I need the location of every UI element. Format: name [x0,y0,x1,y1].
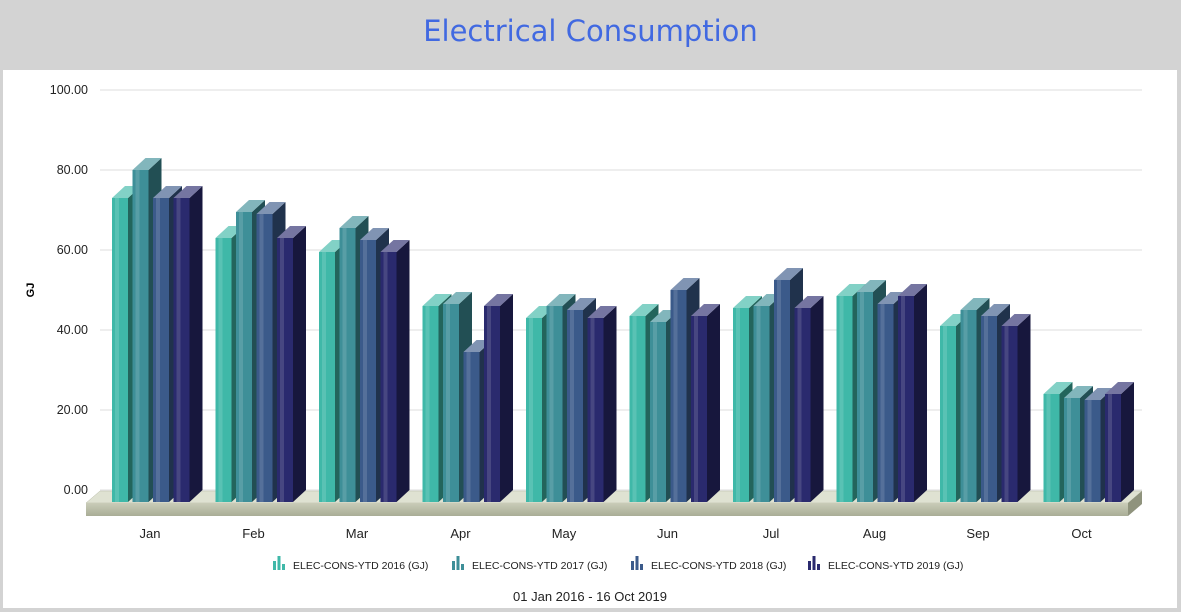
legend-label: ELEC-CONS-YTD 2019 (GJ) [828,560,963,572]
x-tick-label: May [552,526,577,541]
legend-item[interactable]: ELEC-CONS-YTD 2019 (GJ) [808,556,963,572]
legend-bar-icon [631,556,643,570]
y-tick-label: 100.00 [50,83,88,97]
legend-bar-icon [273,556,285,570]
bar [1105,382,1134,502]
x-tick-label: Jul [763,526,780,541]
x-tick-label: Feb [242,526,264,541]
bar [1001,314,1031,502]
legend-bar-icon [452,556,464,570]
bar [173,186,203,502]
floor-front [86,503,1128,516]
legend-label: ELEC-CONS-YTD 2017 (GJ) [472,560,607,572]
y-tick-label: 40.00 [57,323,88,337]
legend-item[interactable]: ELEC-CONS-YTD 2016 (GJ) [273,556,428,572]
x-tick-label: Apr [450,526,471,541]
y-tick-label: 20.00 [57,403,88,417]
x-tick-label: Aug [863,526,886,541]
bar [380,240,410,502]
floor-side [1128,491,1142,516]
x-tick-label: Mar [346,526,369,541]
x-tick-label: Jan [140,526,161,541]
bar [277,226,306,502]
bar [794,296,824,502]
legend-item[interactable]: ELEC-CONS-YTD 2017 (GJ) [452,556,607,572]
y-axis-label: GJ [25,283,37,298]
x-tick-label: Jun [657,526,678,541]
bar [898,284,927,502]
bar [587,306,617,502]
y-tick-label: 80.00 [57,163,88,177]
bar [691,304,720,502]
legend-item[interactable]: ELEC-CONS-YTD 2018 (GJ) [631,556,786,572]
x-tick-label: Sep [966,526,989,541]
bar [484,294,513,502]
legend-label: ELEC-CONS-YTD 2016 (GJ) [293,560,428,572]
chart-title: Electrical Consumption [423,14,758,48]
chart-header: Electrical Consumption [0,0,1181,70]
date-range: 01 Jan 2016 - 16 Oct 2019 [513,589,667,604]
y-tick-label: 60.00 [57,243,88,257]
y-tick-label: 0.00 [64,483,88,497]
legend-label: ELEC-CONS-YTD 2018 (GJ) [651,560,786,572]
legend-bar-icon [808,556,820,570]
x-tick-label: Oct [1071,526,1092,541]
